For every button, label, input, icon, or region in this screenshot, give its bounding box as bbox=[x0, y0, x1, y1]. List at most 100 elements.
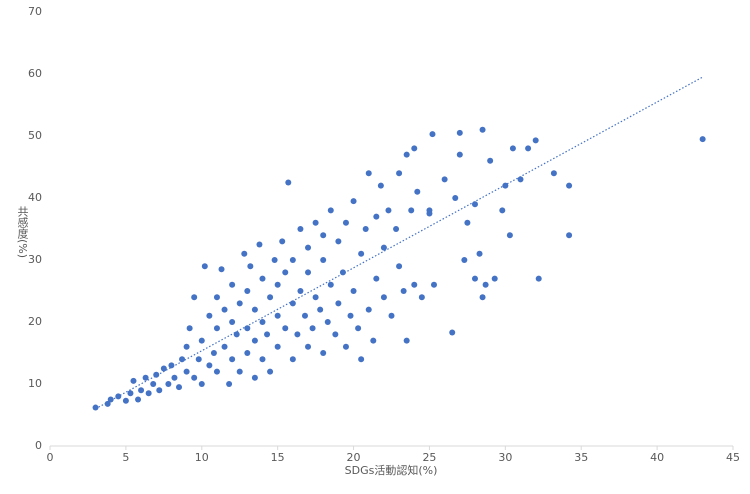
point bbox=[388, 312, 395, 319]
point bbox=[138, 387, 145, 394]
point bbox=[327, 207, 334, 214]
point bbox=[176, 384, 183, 391]
point bbox=[267, 294, 274, 301]
point bbox=[289, 257, 296, 263]
point bbox=[160, 365, 167, 372]
point bbox=[251, 306, 258, 313]
point bbox=[461, 257, 468, 263]
point bbox=[201, 263, 208, 270]
point bbox=[411, 145, 418, 152]
point bbox=[229, 356, 236, 363]
point bbox=[241, 250, 248, 257]
point bbox=[236, 300, 243, 307]
point bbox=[122, 397, 129, 404]
point bbox=[226, 381, 233, 387]
point bbox=[347, 312, 354, 319]
x-tick-label: 25 bbox=[422, 451, 436, 464]
x-tick-label: 20 bbox=[347, 451, 361, 464]
point bbox=[259, 356, 266, 363]
point bbox=[259, 319, 266, 325]
point bbox=[317, 306, 324, 313]
point bbox=[218, 266, 225, 273]
point bbox=[179, 356, 186, 363]
point bbox=[350, 288, 357, 294]
y-tick-label: 40 bbox=[28, 191, 42, 204]
point bbox=[251, 337, 258, 344]
point bbox=[244, 288, 251, 294]
point bbox=[320, 257, 327, 263]
x-tick-label: 15 bbox=[271, 451, 285, 464]
point bbox=[482, 281, 489, 288]
x-tick-label: 0 bbox=[47, 451, 54, 464]
x-tick-label: 10 bbox=[195, 451, 209, 464]
point bbox=[426, 210, 433, 217]
point bbox=[198, 381, 205, 387]
point bbox=[476, 250, 483, 257]
x-axis-label: SDGs活動認知(%) bbox=[345, 463, 438, 477]
point bbox=[210, 350, 217, 356]
point bbox=[456, 151, 463, 158]
point bbox=[221, 306, 228, 313]
point bbox=[365, 170, 372, 177]
point bbox=[198, 337, 205, 344]
point bbox=[221, 343, 228, 350]
point bbox=[289, 300, 296, 307]
point bbox=[282, 269, 289, 276]
point bbox=[393, 226, 400, 232]
point bbox=[309, 325, 316, 332]
point bbox=[400, 288, 407, 294]
point bbox=[471, 275, 478, 282]
point bbox=[699, 136, 706, 143]
point bbox=[206, 312, 213, 319]
point bbox=[566, 232, 573, 239]
point bbox=[150, 381, 157, 387]
point bbox=[135, 396, 142, 403]
point bbox=[236, 368, 243, 375]
point bbox=[320, 232, 327, 239]
point bbox=[312, 219, 319, 226]
point bbox=[335, 300, 342, 307]
point bbox=[418, 294, 425, 301]
point bbox=[282, 325, 289, 332]
point bbox=[550, 170, 557, 177]
point bbox=[156, 387, 163, 394]
point bbox=[506, 232, 513, 239]
point bbox=[332, 331, 339, 338]
point bbox=[449, 329, 456, 336]
point bbox=[195, 356, 202, 363]
point bbox=[142, 374, 149, 381]
point bbox=[456, 129, 463, 136]
point bbox=[509, 145, 516, 152]
point bbox=[165, 381, 172, 387]
point bbox=[377, 182, 384, 189]
point bbox=[183, 343, 190, 350]
point bbox=[479, 294, 486, 301]
point bbox=[380, 294, 387, 301]
point bbox=[206, 362, 213, 369]
point bbox=[297, 226, 304, 232]
point bbox=[247, 263, 254, 270]
point bbox=[285, 179, 292, 186]
point bbox=[213, 325, 220, 332]
point bbox=[191, 374, 198, 381]
point bbox=[312, 294, 319, 301]
y-tick-label: 60 bbox=[28, 67, 42, 80]
point bbox=[441, 176, 448, 183]
point bbox=[362, 226, 369, 232]
point bbox=[183, 368, 190, 375]
point bbox=[411, 281, 418, 288]
point bbox=[168, 362, 175, 369]
point bbox=[373, 275, 380, 282]
point bbox=[305, 343, 312, 350]
x-tick-label: 35 bbox=[574, 451, 588, 464]
y-tick-label: 10 bbox=[28, 377, 42, 390]
point bbox=[289, 356, 296, 363]
point bbox=[370, 337, 377, 344]
point bbox=[342, 219, 349, 226]
y-tick-label: 20 bbox=[28, 315, 42, 328]
point bbox=[301, 312, 308, 319]
point bbox=[429, 131, 436, 138]
point bbox=[358, 250, 365, 257]
point bbox=[130, 377, 137, 384]
